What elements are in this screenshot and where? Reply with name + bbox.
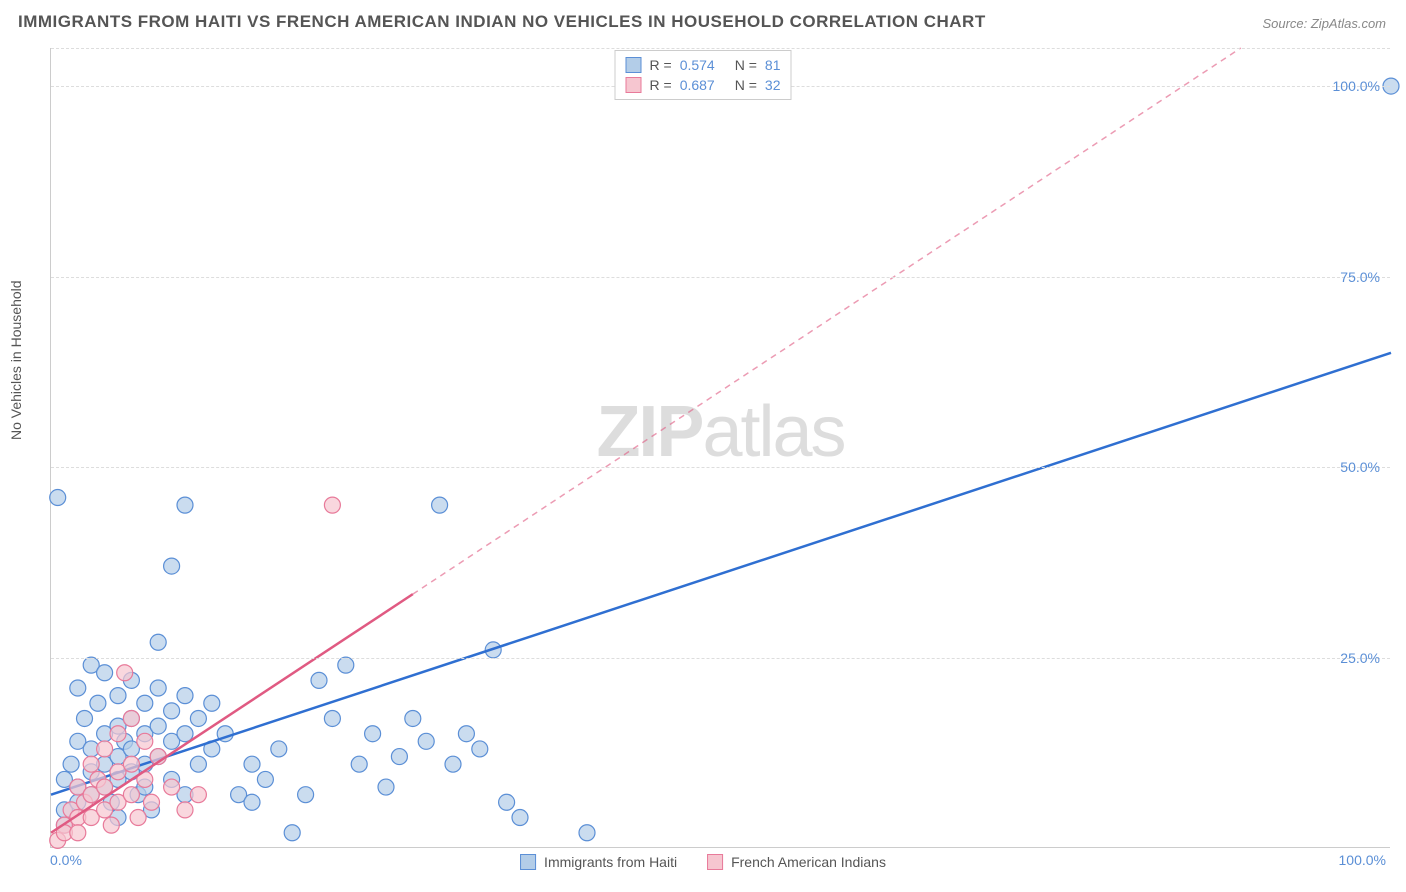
data-point-haiti [204, 695, 220, 711]
data-point-french [144, 794, 160, 810]
x-tick-100: 100.0% [1339, 852, 1386, 868]
data-point-haiti [472, 741, 488, 757]
data-point-french [130, 810, 146, 826]
data-point-haiti [63, 756, 79, 772]
n-value-french: 32 [765, 77, 781, 93]
data-point-haiti [50, 490, 66, 506]
y-tick: 100.0% [1333, 78, 1380, 94]
grid-line [51, 48, 1390, 49]
data-point-haiti [70, 680, 86, 696]
data-point-haiti [150, 634, 166, 650]
scatter-svg [51, 48, 1390, 847]
series-legend: Immigrants from Haiti French American Ind… [520, 854, 886, 870]
data-point-haiti [405, 710, 421, 726]
grid-line [51, 277, 1390, 278]
data-point-french [117, 665, 133, 681]
data-point-haiti [190, 710, 206, 726]
data-point-haiti [110, 688, 126, 704]
r-value-french: 0.687 [680, 77, 715, 93]
data-point-french [83, 756, 99, 772]
data-point-haiti [378, 779, 394, 795]
r-label: R = [650, 77, 672, 93]
data-point-haiti [177, 688, 193, 704]
data-point-french [164, 779, 180, 795]
data-point-haiti [164, 558, 180, 574]
n-value-haiti: 81 [765, 57, 781, 73]
data-point-haiti [311, 672, 327, 688]
n-label: N = [735, 77, 757, 93]
data-point-haiti [579, 825, 595, 841]
data-point-haiti [150, 680, 166, 696]
data-point-haiti [97, 665, 113, 681]
data-point-french [70, 825, 86, 841]
legend-swatch-haiti [520, 854, 536, 870]
data-point-haiti [164, 703, 180, 719]
data-point-haiti [137, 695, 153, 711]
data-point-haiti [351, 756, 367, 772]
source-attribution: Source: ZipAtlas.com [1262, 16, 1386, 31]
correlation-legend: R = 0.574 N = 81 R = 0.687 N = 32 [615, 50, 792, 100]
data-point-haiti [445, 756, 461, 772]
data-point-haiti [271, 741, 287, 757]
chart-title: IMMIGRANTS FROM HAITI VS FRENCH AMERICAN… [18, 12, 986, 32]
data-point-haiti [190, 756, 206, 772]
trend-line-ext-french [413, 48, 1241, 594]
data-point-haiti [499, 794, 515, 810]
legend-swatch-haiti [626, 57, 642, 73]
grid-line [51, 467, 1390, 468]
data-point-haiti [458, 726, 474, 742]
legend-row-haiti: R = 0.574 N = 81 [626, 55, 781, 75]
data-point-haiti [284, 825, 300, 841]
y-tick: 25.0% [1340, 650, 1380, 666]
data-point-haiti [90, 695, 106, 711]
r-label: R = [650, 57, 672, 73]
chart-plot-area: ZIPatlas 25.0%50.0%75.0%100.0% [50, 48, 1390, 848]
data-point-french [110, 726, 126, 742]
n-label: N = [735, 57, 757, 73]
data-point-french [123, 787, 139, 803]
data-point-haiti [512, 810, 528, 826]
legend-swatch-french [707, 854, 723, 870]
data-point-haiti [418, 733, 434, 749]
data-point-haiti [338, 657, 354, 673]
legend-row-french: R = 0.687 N = 32 [626, 75, 781, 95]
data-point-haiti [257, 771, 273, 787]
trend-line-haiti [51, 353, 1391, 795]
data-point-haiti [244, 756, 260, 772]
y-tick: 50.0% [1340, 459, 1380, 475]
grid-line [51, 658, 1390, 659]
data-point-haiti [298, 787, 314, 803]
legend-label-haiti: Immigrants from Haiti [544, 854, 677, 870]
data-point-french [103, 817, 119, 833]
data-point-french [190, 787, 206, 803]
data-point-haiti [150, 718, 166, 734]
data-point-haiti [391, 749, 407, 765]
data-point-haiti [177, 497, 193, 513]
data-point-haiti [244, 794, 260, 810]
data-point-haiti [432, 497, 448, 513]
data-point-french [177, 802, 193, 818]
data-point-french [123, 756, 139, 772]
legend-label-french: French American Indians [731, 854, 886, 870]
data-point-haiti [365, 726, 381, 742]
data-point-haiti [324, 710, 340, 726]
data-point-haiti [77, 710, 93, 726]
data-point-french [324, 497, 340, 513]
legend-item-haiti: Immigrants from Haiti [520, 854, 677, 870]
data-point-french [137, 733, 153, 749]
data-point-french [97, 741, 113, 757]
legend-item-french: French American Indians [707, 854, 886, 870]
legend-swatch-french [626, 77, 642, 93]
data-point-french [123, 710, 139, 726]
x-tick-0: 0.0% [50, 852, 82, 868]
y-axis-label: No Vehicles in Household [8, 280, 24, 440]
y-tick: 75.0% [1340, 269, 1380, 285]
r-value-haiti: 0.574 [680, 57, 715, 73]
